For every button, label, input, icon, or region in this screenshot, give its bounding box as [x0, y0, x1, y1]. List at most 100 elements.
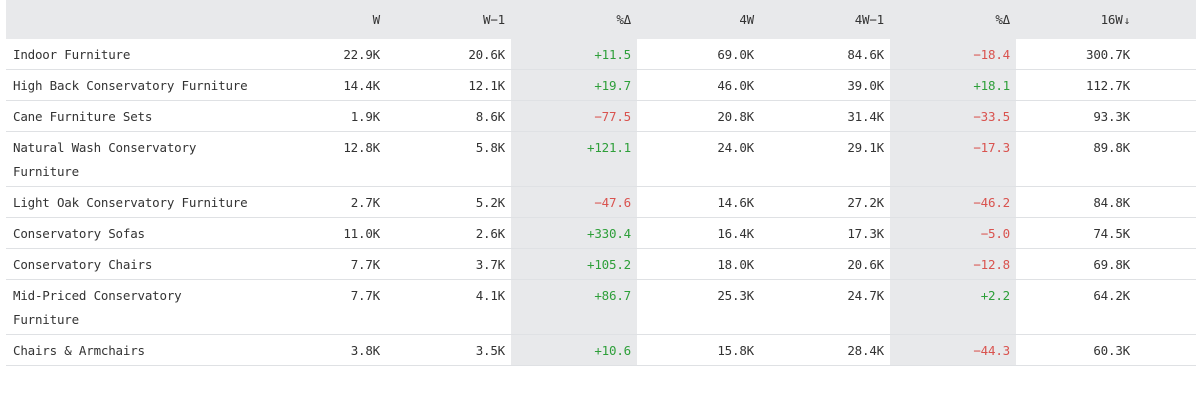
- cell-w-minus-1: 20.6K: [386, 39, 511, 70]
- row-spacer: [1136, 69, 1196, 101]
- cell-w: 14.4K: [256, 69, 386, 101]
- cell-category-name: Chairs & Armchairs: [6, 334, 256, 366]
- cell-4w-minus-1: 84.6K: [760, 39, 890, 70]
- cell-4w-minus-1: 27.2K: [760, 186, 890, 218]
- cell-pct-change-weekly: +121.1: [511, 131, 637, 187]
- cell-w-minus-1: 3.7K: [386, 248, 511, 280]
- cell-4w-minus-1: 17.3K: [760, 217, 890, 249]
- row-spacer: [1136, 248, 1196, 280]
- cell-16w: 60.3K: [1016, 334, 1136, 366]
- cell-w-minus-1: 5.2K: [386, 186, 511, 218]
- table-row[interactable]: Conservatory Sofas 11.0K 2.6K +330.4 16.4K 17…: [6, 217, 1196, 249]
- cell-4w-minus-1: 20.6K: [760, 248, 890, 280]
- cell-w: 11.0K: [256, 217, 386, 249]
- cell-4w-minus-1: 39.0K: [760, 69, 890, 101]
- table-row[interactable]: Mid-Priced Conservatory Furniture 7.7K 4.1…: [6, 279, 1196, 335]
- cell-pct-change-4w: −12.8: [890, 248, 1016, 280]
- cell-category-name: Mid-Priced Conservatory Furniture: [6, 279, 256, 335]
- cell-4w-minus-1: 29.1K: [760, 131, 890, 187]
- cell-pct-change-4w: −18.4: [890, 39, 1016, 70]
- cell-pct-change-weekly: −77.5: [511, 100, 637, 132]
- cell-pct-change-4w: −46.2: [890, 186, 1016, 218]
- column-header-4w-minus-1[interactable]: 4W−1: [760, 0, 890, 39]
- cell-category-name: Indoor Furniture: [6, 39, 256, 70]
- cell-pct-change-4w: −17.3: [890, 131, 1016, 187]
- cell-pct-change-weekly: +105.2: [511, 248, 637, 280]
- cell-w-minus-1: 4.1K: [386, 279, 511, 335]
- header-spacer: [1136, 0, 1196, 39]
- cell-4w: 25.3K: [637, 279, 760, 335]
- table-body: Indoor Furniture 22.9K 20.6K +11.5 69.0K 84.6…: [6, 39, 1196, 366]
- cell-16w: 112.7K: [1016, 69, 1136, 101]
- row-spacer: [1136, 186, 1196, 218]
- cell-pct-change-4w: −33.5: [890, 100, 1016, 132]
- cell-w: 7.7K: [256, 279, 386, 335]
- table-header: W W−1 %Δ 4W 4W−1 %Δ 16W↓: [6, 0, 1196, 39]
- cell-w-minus-1: 2.6K: [386, 217, 511, 249]
- cell-4w-minus-1: 28.4K: [760, 334, 890, 366]
- cell-w-minus-1: 3.5K: [386, 334, 511, 366]
- column-header-pct-change-4w[interactable]: %Δ: [890, 0, 1016, 39]
- cell-4w-minus-1: 31.4K: [760, 100, 890, 132]
- cell-4w: 24.0K: [637, 131, 760, 187]
- cell-pct-change-weekly: +86.7: [511, 279, 637, 335]
- cell-16w: 74.5K: [1016, 217, 1136, 249]
- row-spacer: [1136, 279, 1196, 335]
- cell-category-name: Light Oak Conservatory Furniture: [6, 186, 256, 218]
- column-header-16w[interactable]: 16W↓: [1016, 0, 1136, 39]
- cell-w: 22.9K: [256, 39, 386, 70]
- cell-w: 1.9K: [256, 100, 386, 132]
- column-header-w[interactable]: W: [256, 0, 386, 39]
- cell-16w: 89.8K: [1016, 131, 1136, 187]
- cell-category-name: Cane Furniture Sets: [6, 100, 256, 132]
- cell-pct-change-weekly: +330.4: [511, 217, 637, 249]
- cell-w: 3.8K: [256, 334, 386, 366]
- column-header-w-minus-1[interactable]: W−1: [386, 0, 511, 39]
- cell-category-name: Natural Wash Conservatory Furniture: [6, 131, 256, 187]
- cell-4w: 69.0K: [637, 39, 760, 70]
- cell-4w: 46.0K: [637, 69, 760, 101]
- header-row: W W−1 %Δ 4W 4W−1 %Δ 16W↓: [6, 0, 1196, 39]
- row-spacer: [1136, 334, 1196, 366]
- cell-4w: 20.8K: [637, 100, 760, 132]
- cell-4w: 15.8K: [637, 334, 760, 366]
- table-row[interactable]: Conservatory Chairs 7.7K 3.7K +105.2 18.0K 20…: [6, 248, 1196, 280]
- cell-w-minus-1: 8.6K: [386, 100, 511, 132]
- column-header-4w[interactable]: 4W: [637, 0, 760, 39]
- cell-16w: 300.7K: [1016, 39, 1136, 70]
- cell-16w: 69.8K: [1016, 248, 1136, 280]
- cell-16w: 64.2K: [1016, 279, 1136, 335]
- cell-category-name: Conservatory Chairs: [6, 248, 256, 280]
- cell-pct-change-weekly: +19.7: [511, 69, 637, 101]
- cell-pct-change-4w: −44.3: [890, 334, 1016, 366]
- cell-w: 7.7K: [256, 248, 386, 280]
- cell-4w: 16.4K: [637, 217, 760, 249]
- row-spacer: [1136, 100, 1196, 132]
- cell-category-name: Conservatory Sofas: [6, 217, 256, 249]
- table-row[interactable]: Natural Wash Conservatory Furniture 12.8K…: [6, 131, 1196, 187]
- table-row[interactable]: Chairs & Armchairs 3.8K 3.5K +10.6 15.8K 28.4…: [6, 334, 1196, 366]
- cell-category-name: High Back Conservatory Furniture: [6, 69, 256, 101]
- row-spacer: [1136, 39, 1196, 70]
- table-row[interactable]: High Back Conservatory Furniture 14.4K 12.…: [6, 69, 1196, 101]
- table-row[interactable]: Cane Furniture Sets 1.9K 8.6K −77.5 20.8K 31.…: [6, 100, 1196, 132]
- cell-pct-change-weekly: +11.5: [511, 39, 637, 70]
- row-spacer: [1136, 131, 1196, 187]
- cell-pct-change-4w: +2.2: [890, 279, 1016, 335]
- sort-descending-icon: ↓: [1123, 14, 1131, 27]
- cell-16w: 84.8K: [1016, 186, 1136, 218]
- cell-pct-change-4w: −5.0: [890, 217, 1016, 249]
- cell-4w: 18.0K: [637, 248, 760, 280]
- cell-pct-change-weekly: −47.6: [511, 186, 637, 218]
- cell-w-minus-1: 5.8K: [386, 131, 511, 187]
- table-row[interactable]: Indoor Furniture 22.9K 20.6K +11.5 69.0K 84.6…: [6, 39, 1196, 70]
- cell-w: 12.8K: [256, 131, 386, 187]
- cell-4w-minus-1: 24.7K: [760, 279, 890, 335]
- column-header-name[interactable]: [6, 0, 256, 39]
- cell-w-minus-1: 12.1K: [386, 69, 511, 101]
- cell-w: 2.7K: [256, 186, 386, 218]
- column-header-pct-change-weekly[interactable]: %Δ: [511, 0, 637, 39]
- table-row[interactable]: Light Oak Conservatory Furniture 2.7K 5.2K…: [6, 186, 1196, 218]
- cell-pct-change-weekly: +10.6: [511, 334, 637, 366]
